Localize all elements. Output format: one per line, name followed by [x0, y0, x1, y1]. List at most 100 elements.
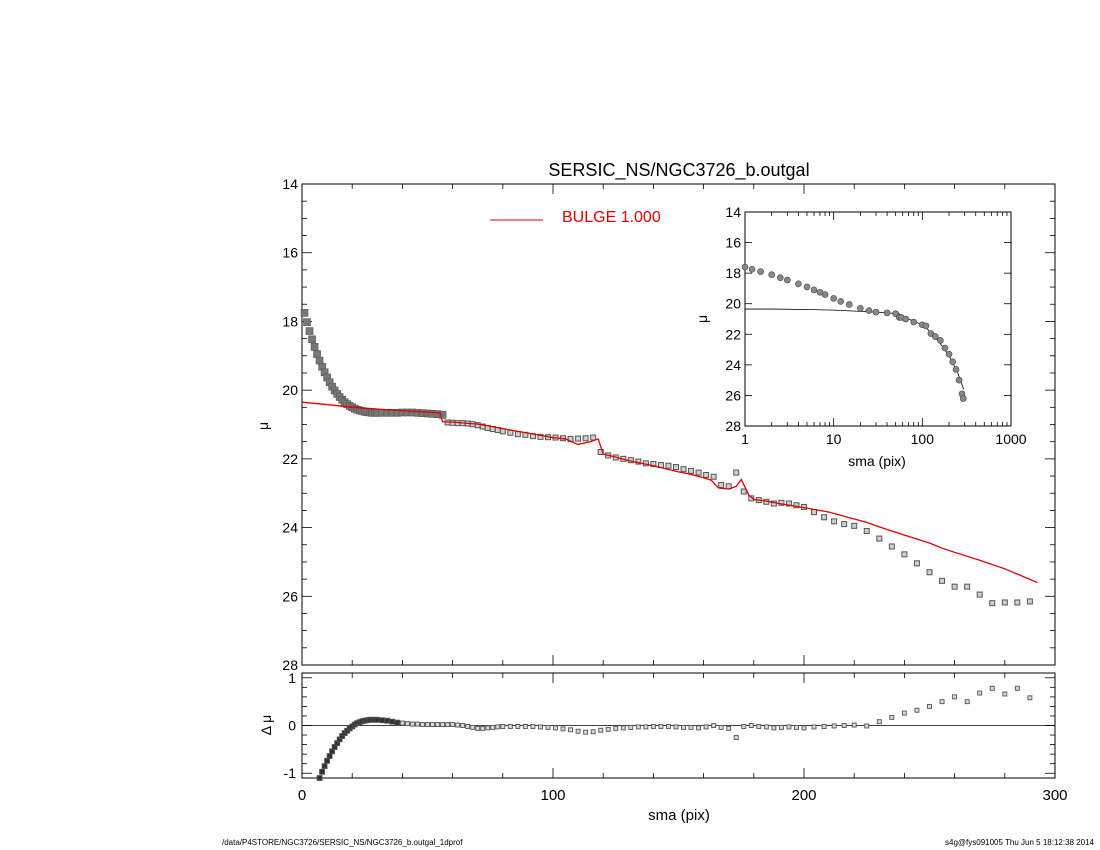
residual-data-point	[450, 722, 456, 727]
residual-data-point	[538, 724, 543, 730]
residual-data-point	[778, 724, 784, 730]
main-data-point	[841, 521, 848, 528]
residual-data-point	[688, 724, 694, 730]
residual-data-point	[952, 694, 958, 700]
residual-data-point	[500, 724, 506, 729]
residual-data-point	[681, 724, 686, 730]
inset-data-point	[931, 333, 939, 340]
main-data-point	[575, 435, 582, 442]
inset-x-tick-label: 1	[741, 431, 749, 447]
inset-data-point	[865, 307, 873, 314]
residual-data-point	[748, 723, 754, 728]
residual-data-point	[389, 718, 396, 725]
main-axis-ticks	[301, 183, 1056, 666]
main-data-point	[590, 434, 597, 441]
residual-data-point	[507, 724, 513, 729]
main-y-tick-label: 26	[282, 588, 298, 604]
inset-data-point	[952, 366, 960, 373]
main-data-point	[785, 500, 792, 507]
main-y-tick-labels: 14 16 18 20 22 24 26 28	[282, 176, 298, 673]
main-data-point	[1001, 599, 1008, 606]
residual-data-point	[522, 724, 528, 729]
residual-data-point	[1014, 685, 1020, 691]
residual-data-point	[650, 724, 656, 729]
residual-data-point	[658, 724, 664, 729]
main-data-point	[951, 583, 958, 590]
inset-data-point	[955, 376, 963, 384]
main-data-point	[778, 499, 785, 506]
residual-data-point	[590, 729, 596, 735]
residual-data-point	[455, 722, 461, 728]
main-data-point	[888, 543, 895, 550]
main-data-point	[308, 335, 316, 344]
main-data-point	[703, 472, 710, 479]
inset-data-point	[810, 286, 818, 294]
main-data-point	[851, 522, 858, 529]
inset-data-point	[922, 322, 930, 330]
inset-data-point	[768, 271, 775, 278]
x-tick-label: 100	[540, 787, 565, 804]
residual-data-point	[831, 723, 837, 729]
main-data-point	[740, 488, 747, 495]
inset-data-point	[960, 395, 967, 402]
residual-data-point	[495, 724, 501, 730]
residual-data-point	[771, 725, 777, 731]
main-data-point	[507, 429, 514, 436]
residual-data-point	[319, 768, 325, 775]
residual-data-point	[409, 721, 415, 727]
residual-data-point	[465, 724, 471, 729]
residual-y-tick-label: -1	[284, 765, 297, 781]
residual-data-point	[583, 729, 589, 735]
main-data-point	[300, 309, 309, 317]
inset-data-point	[821, 291, 829, 298]
x-tick-label: 200	[791, 787, 816, 804]
inset-data-point	[803, 283, 811, 291]
main-y-axis-label: μ	[255, 422, 271, 430]
main-data-point	[710, 473, 717, 480]
main-y-tick-label: 20	[282, 382, 298, 398]
residual-data-point	[901, 710, 907, 716]
inset-x-tick-label: 1000	[995, 431, 1026, 447]
residual-data-point	[560, 726, 566, 732]
residual-data-point	[475, 725, 481, 731]
residual-data-point	[851, 722, 857, 728]
inset-y-tick-label: 26	[725, 387, 741, 403]
inset-data-point	[837, 298, 844, 305]
inset-data-point	[910, 318, 918, 326]
inset-data-point	[941, 344, 949, 352]
x-tick-label: 300	[1042, 787, 1067, 804]
inset-y-tick-label: 16	[725, 235, 741, 251]
chart-title: SERSIC_NS/NGC3726_b.outgal	[548, 160, 809, 181]
bulge-model-line	[301, 401, 1038, 584]
residual-data-point	[440, 722, 446, 727]
main-observed-points	[300, 309, 1033, 607]
residual-data-point	[415, 721, 420, 727]
main-data-point	[672, 464, 679, 471]
main-y-tick-label: 28	[282, 657, 298, 673]
inset-y-axis-label: μ	[694, 315, 710, 323]
main-y-tick-label: 24	[282, 520, 298, 536]
residual-data-point	[696, 725, 702, 731]
residual-data-point	[620, 725, 626, 731]
main-data-point	[989, 600, 996, 607]
residual-data-point	[989, 685, 995, 691]
inset-x-axis-label: sma (pix)	[848, 453, 906, 469]
residual-data-point	[425, 722, 430, 727]
residual-data-point	[927, 703, 932, 709]
residual-data-point	[399, 720, 405, 726]
main-data-point	[313, 350, 321, 358]
residual-data-point	[324, 757, 331, 764]
main-data-point	[688, 467, 695, 474]
residual-data-point	[914, 707, 920, 713]
residual-data-point	[394, 719, 401, 726]
main-data-point	[718, 481, 725, 488]
main-y-tick-label: 14	[282, 176, 298, 192]
residual-data-point	[703, 724, 709, 730]
residual-data-point	[763, 724, 769, 730]
inset-y-tick-label: 22	[725, 326, 741, 342]
main-data-point	[901, 551, 908, 558]
main-data-point	[821, 514, 828, 521]
x-axis-label: sma (pix)	[648, 807, 710, 824]
residual-data-point	[404, 721, 410, 727]
main-data-point	[303, 318, 311, 326]
